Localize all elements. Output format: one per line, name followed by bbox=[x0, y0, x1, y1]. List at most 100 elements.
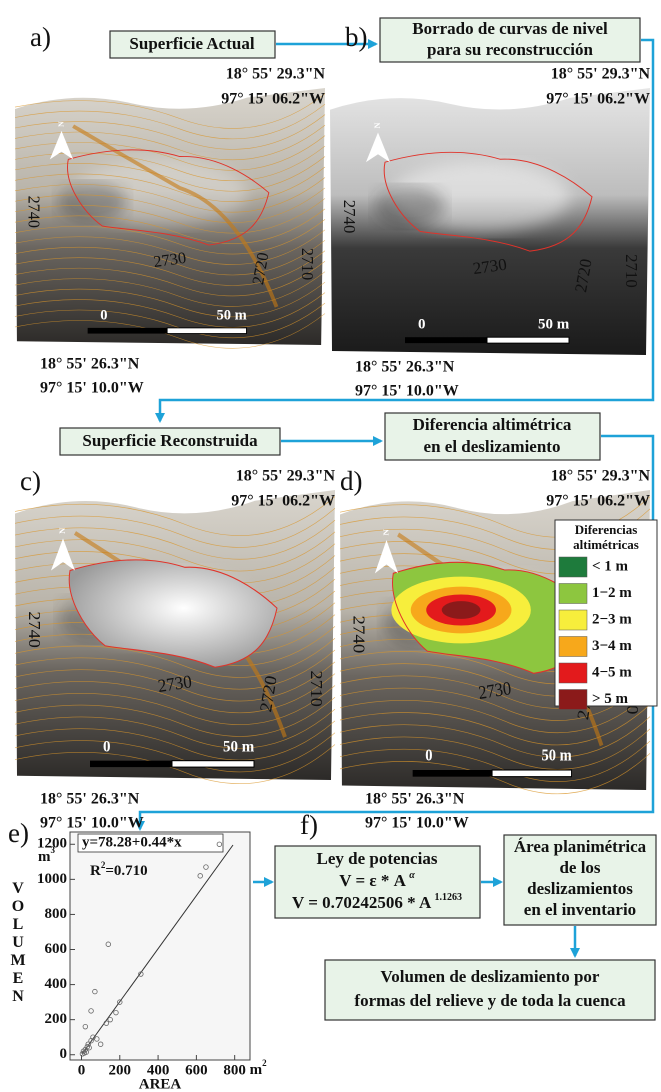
legend-swatch bbox=[559, 584, 587, 604]
coordinate: 18° 55' 29.3"N bbox=[551, 66, 651, 83]
y-tick-label: 800 bbox=[45, 906, 68, 922]
box-ley: Ley de potencias V = ε * A α V = 0.70242… bbox=[275, 846, 480, 918]
scale-label: 50 m bbox=[538, 317, 570, 333]
box-text: formas del relieve y de toda la cuenca bbox=[354, 991, 626, 1010]
coordinate: 97° 15' 06.2"W bbox=[221, 91, 325, 108]
x-tick-label: 400 bbox=[147, 1062, 170, 1078]
box-text: Superficie Actual bbox=[129, 34, 254, 53]
y-tick-label: 200 bbox=[45, 1011, 68, 1027]
y-tick-label: 600 bbox=[45, 941, 68, 957]
box-reconstruida: Superficie Reconstruida bbox=[60, 428, 280, 455]
formula-exp: α bbox=[409, 870, 415, 881]
panel-label: d) bbox=[340, 466, 363, 496]
scale-label: 0 bbox=[100, 308, 107, 324]
formula-exp: 1.1263 bbox=[435, 892, 463, 903]
scale-label: 50 m bbox=[223, 738, 254, 756]
figure: Superficie Actual Borrado de curvas de n… bbox=[0, 0, 661, 1092]
coordinate: 18° 55' 26.3"N bbox=[365, 791, 465, 808]
box-text: Volumen de deslizamiento por bbox=[381, 967, 600, 986]
contour-label: 2710 bbox=[298, 248, 317, 280]
scale-label: 0 bbox=[425, 747, 432, 765]
panel-label: f) bbox=[300, 810, 318, 840]
scale-bar bbox=[487, 337, 569, 343]
north-label: N bbox=[382, 529, 390, 535]
x-tick-label: 800 bbox=[223, 1062, 246, 1078]
formula: V = ε * A α bbox=[339, 870, 415, 890]
scale-label: 50 m bbox=[217, 308, 247, 324]
scale-bar bbox=[405, 337, 487, 343]
legend-label: 1−2 m bbox=[592, 585, 632, 601]
box-area: Área planimétrica de los deslizamientos … bbox=[504, 835, 656, 925]
box-volumen: Volumen de deslizamiento por formas del … bbox=[325, 960, 655, 1020]
x-tick-label: 0 bbox=[78, 1062, 86, 1078]
box-text: Área planimétrica bbox=[514, 837, 647, 856]
coordinate: 97° 15' 06.2"W bbox=[231, 493, 335, 510]
legend-swatch bbox=[559, 663, 587, 683]
scale-bar bbox=[413, 770, 492, 777]
y-tick-label: 1200 bbox=[37, 836, 67, 852]
coordinate: 97° 15' 06.2"W bbox=[546, 493, 650, 510]
y-tick-label: 1000 bbox=[37, 871, 67, 887]
box-text: Diferencia altimétrica bbox=[413, 415, 572, 434]
legend-swatch bbox=[559, 637, 587, 657]
contour-label: 2740 bbox=[25, 196, 44, 228]
scale-bar bbox=[167, 328, 246, 334]
contour-label: 2740 bbox=[25, 611, 44, 648]
legend-label: 2−3 m bbox=[592, 611, 632, 627]
legend-label: 3−4 m bbox=[592, 638, 632, 654]
panel-label: b) bbox=[345, 22, 368, 52]
scale-bar bbox=[88, 328, 167, 334]
legend-label: < 1 m bbox=[592, 558, 629, 574]
box-text: Superficie Reconstruida bbox=[82, 431, 258, 450]
equation: y=78.28+0.44*x bbox=[82, 834, 182, 850]
panel-label: c) bbox=[20, 466, 41, 496]
diff-zone bbox=[442, 601, 481, 619]
coordinate: 97° 15' 06.2"W bbox=[546, 91, 650, 108]
formula-text: V = ε * A bbox=[339, 871, 409, 890]
box-actual: Superficie Actual bbox=[110, 31, 275, 58]
formula-text: V = 0.70242506 * A bbox=[292, 893, 435, 912]
scale-label: 0 bbox=[103, 738, 111, 756]
coordinate: 97° 15' 10.0"W bbox=[40, 380, 144, 397]
box-text: en el deslizamiento bbox=[424, 437, 561, 456]
unit-exp: 2 bbox=[262, 1058, 267, 1068]
box-text: Ley de potencias bbox=[317, 849, 438, 868]
legend-swatch bbox=[559, 610, 587, 630]
north-label: N bbox=[56, 121, 65, 127]
legend-label: 4−5 m bbox=[592, 664, 632, 680]
scale-bar bbox=[172, 761, 254, 767]
y-tick-label: 0 bbox=[60, 1046, 68, 1062]
panel-label: e) bbox=[8, 818, 29, 848]
box-text: deslizamientos bbox=[527, 879, 633, 898]
coordinate: 18° 55' 26.3"N bbox=[40, 356, 140, 373]
x-unit: m2 bbox=[250, 1058, 268, 1078]
x-tick-label: 200 bbox=[109, 1062, 132, 1078]
x-axis-label: AREA bbox=[139, 1076, 182, 1092]
scale-bar bbox=[90, 761, 172, 767]
box-borrado: Borrado de curvas de nivel para su recon… bbox=[380, 18, 640, 62]
contour-label: 2740 bbox=[340, 200, 359, 234]
hillshade bbox=[375, 187, 445, 227]
coordinate: 18° 55' 26.3"N bbox=[355, 359, 455, 376]
box-text: para su reconstrucción bbox=[427, 40, 593, 59]
map: N2740273027202710050 m bbox=[330, 88, 650, 355]
y-axis-label: VOLUMEN bbox=[10, 880, 27, 1006]
r2: R2=0.710 bbox=[90, 860, 148, 879]
north-label: N bbox=[373, 122, 382, 128]
scale-label: 0 bbox=[418, 317, 425, 333]
scatter-plot: y=78.28+0.44*x R2=0.710 e) m3 VOLUMEN AR… bbox=[8, 818, 267, 1092]
coordinate: 18° 55' 26.3"N bbox=[40, 791, 140, 808]
coordinate: 18° 55' 29.3"N bbox=[236, 468, 336, 485]
coordinate: 97° 15' 10.0"W bbox=[40, 815, 144, 832]
box-diferencia: Diferencia altimétrica en el deslizamien… bbox=[385, 413, 600, 460]
scale-bar bbox=[492, 770, 571, 777]
unit-text: m bbox=[250, 1062, 263, 1078]
x-tick-label: 600 bbox=[185, 1062, 208, 1078]
legend-title: Diferencias bbox=[575, 522, 638, 537]
coordinate: 97° 15' 10.0"W bbox=[365, 815, 469, 832]
unit-text: m bbox=[38, 849, 51, 865]
contour-label: 2740 bbox=[350, 616, 369, 654]
box-text: Borrado de curvas de nivel bbox=[412, 19, 608, 38]
